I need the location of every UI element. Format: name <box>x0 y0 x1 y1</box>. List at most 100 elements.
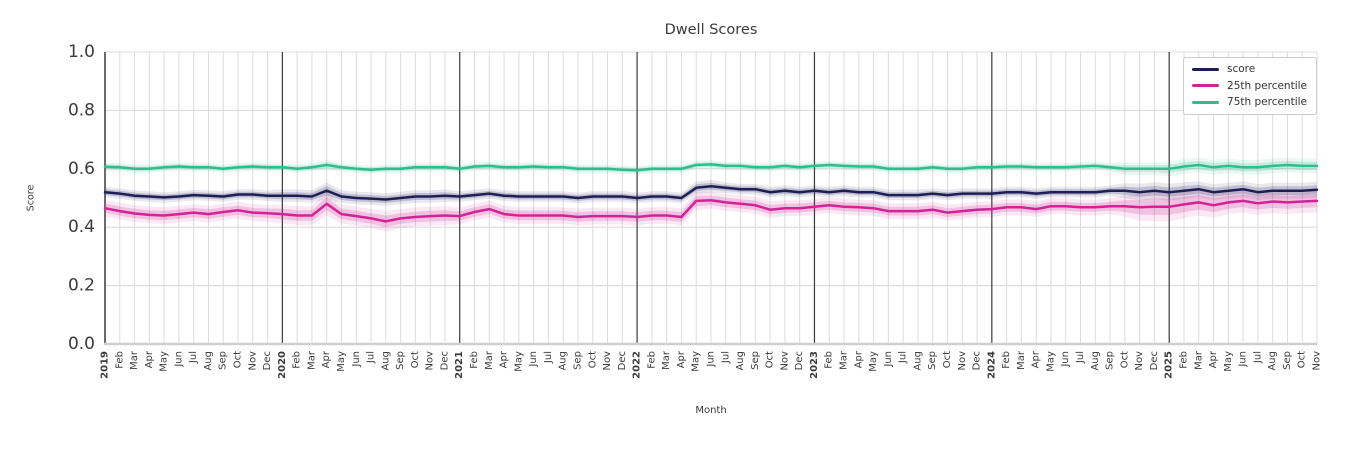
svg-text:Jul: Jul <box>188 351 199 364</box>
svg-text:Mar: Mar <box>839 350 850 370</box>
svg-text:Aug: Aug <box>380 351 391 371</box>
svg-text:Nov: Nov <box>425 351 436 371</box>
svg-text:2023: 2023 <box>809 351 820 379</box>
svg-text:Oct: Oct <box>942 351 953 368</box>
svg-text:Nov: Nov <box>1312 351 1323 371</box>
svg-text:Sep: Sep <box>1105 351 1116 370</box>
svg-text:2021: 2021 <box>454 351 465 379</box>
score-line-swatch-icon <box>1192 67 1220 71</box>
band-outer-2 <box>105 157 1317 177</box>
svg-text:Sep: Sep <box>1282 351 1293 370</box>
svg-text:Jun: Jun <box>1060 351 1071 368</box>
legend-label-score: score <box>1227 63 1256 75</box>
svg-text:Apr: Apr <box>144 350 155 368</box>
svg-text:0.4: 0.4 <box>68 217 95 237</box>
svg-text:2022: 2022 <box>632 351 643 379</box>
svg-text:Feb: Feb <box>824 351 835 369</box>
svg-text:Sep: Sep <box>218 351 229 370</box>
svg-text:1.0: 1.0 <box>68 42 95 62</box>
legend-item-25th-percentile: 25th percentile <box>1192 80 1307 93</box>
svg-text:Mar: Mar <box>1193 350 1204 370</box>
svg-text:2025: 2025 <box>1164 351 1175 379</box>
svg-text:Aug: Aug <box>735 351 746 371</box>
svg-text:Oct: Oct <box>1297 351 1308 368</box>
svg-text:Oct: Oct <box>1119 351 1130 368</box>
svg-text:Feb: Feb <box>114 351 125 369</box>
svg-text:Feb: Feb <box>1178 351 1189 369</box>
svg-text:Apr: Apr <box>853 350 864 368</box>
chart-title: Dwell Scores <box>664 22 758 38</box>
p25-line-swatch-icon <box>1192 84 1220 88</box>
svg-text:Dec: Dec <box>262 351 273 370</box>
svg-text:May: May <box>868 351 879 372</box>
band-inner-2 <box>105 160 1317 173</box>
svg-text:Mar: Mar <box>1016 350 1027 370</box>
svg-text:2024: 2024 <box>986 351 997 379</box>
svg-text:Jun: Jun <box>173 351 184 368</box>
svg-text:Jun: Jun <box>706 351 717 368</box>
svg-text:Jun: Jun <box>1238 351 1249 368</box>
svg-text:Feb: Feb <box>1001 351 1012 369</box>
svg-text:Mar: Mar <box>306 350 317 370</box>
svg-text:May: May <box>691 351 702 372</box>
svg-text:May: May <box>513 351 524 372</box>
svg-text:Jun: Jun <box>883 351 894 368</box>
svg-text:Sep: Sep <box>572 351 583 370</box>
band-outer-0 <box>105 180 1317 206</box>
legend-label-75th-percentile: 75th percentile <box>1227 96 1307 109</box>
svg-text:Aug: Aug <box>203 351 214 371</box>
svg-text:May: May <box>336 351 347 372</box>
legend-item-score: score <box>1192 63 1307 76</box>
svg-text:Dec: Dec <box>617 351 628 370</box>
y-axis-label: Score <box>25 184 37 212</box>
svg-text:Jul: Jul <box>366 351 377 364</box>
svg-text:Apr: Apr <box>1208 350 1219 368</box>
svg-text:Nov: Nov <box>957 351 968 371</box>
svg-text:May: May <box>1045 351 1056 372</box>
svg-text:Dec: Dec <box>439 351 450 370</box>
svg-text:Feb: Feb <box>469 351 480 369</box>
x-axis-label: Month <box>695 405 727 416</box>
svg-text:Jun: Jun <box>528 351 539 368</box>
svg-text:0.6: 0.6 <box>68 159 95 179</box>
svg-text:0.2: 0.2 <box>68 276 95 296</box>
legend: score 25th percentile 75th percentile <box>1183 57 1317 115</box>
svg-text:Jun: Jun <box>351 351 362 368</box>
svg-text:2020: 2020 <box>277 351 288 379</box>
svg-text:May: May <box>159 351 170 372</box>
svg-text:0.0: 0.0 <box>68 334 95 354</box>
svg-text:Jul: Jul <box>898 351 909 364</box>
svg-text:Oct: Oct <box>765 351 776 368</box>
svg-text:Nov: Nov <box>602 351 613 371</box>
svg-text:Oct: Oct <box>410 351 421 368</box>
svg-text:Jul: Jul <box>720 351 731 364</box>
band-outer-1 <box>105 189 1317 232</box>
svg-text:Aug: Aug <box>558 351 569 371</box>
svg-text:Dec: Dec <box>794 351 805 370</box>
series-line-75th-percentile <box>103 163 1319 172</box>
legend-label-25th-percentile: 25th percentile <box>1227 79 1307 92</box>
svg-text:Apr: Apr <box>499 350 510 368</box>
svg-text:Oct: Oct <box>587 351 598 368</box>
svg-text:Nov: Nov <box>247 351 258 371</box>
svg-text:Sep: Sep <box>750 351 761 370</box>
band-inner-1 <box>105 194 1317 228</box>
svg-text:Jul: Jul <box>1252 351 1263 364</box>
svg-text:Nov: Nov <box>1134 351 1145 371</box>
series-line-score <box>103 185 1319 201</box>
series-line-25th-percentile <box>103 199 1319 223</box>
x-tick-labels: 2019 Feb Mar Apr May Jun Jul Aug Sep Oct Nov Dec 202… <box>100 350 1323 379</box>
y-tick-labels: 0.0 0.2 0.4 0.6 0.8 1.0 <box>68 42 95 354</box>
svg-text:Nov: Nov <box>779 351 790 371</box>
svg-text:Feb: Feb <box>292 351 303 369</box>
svg-text:Sep: Sep <box>395 351 406 370</box>
svg-text:Aug: Aug <box>1267 351 1278 371</box>
svg-text:May: May <box>1223 351 1234 372</box>
svg-text:Mar: Mar <box>484 350 495 370</box>
svg-text:Dec: Dec <box>1149 351 1160 370</box>
svg-text:Sep: Sep <box>927 351 938 370</box>
svg-text:Aug: Aug <box>1090 351 1101 371</box>
svg-text:0.8: 0.8 <box>68 100 95 120</box>
